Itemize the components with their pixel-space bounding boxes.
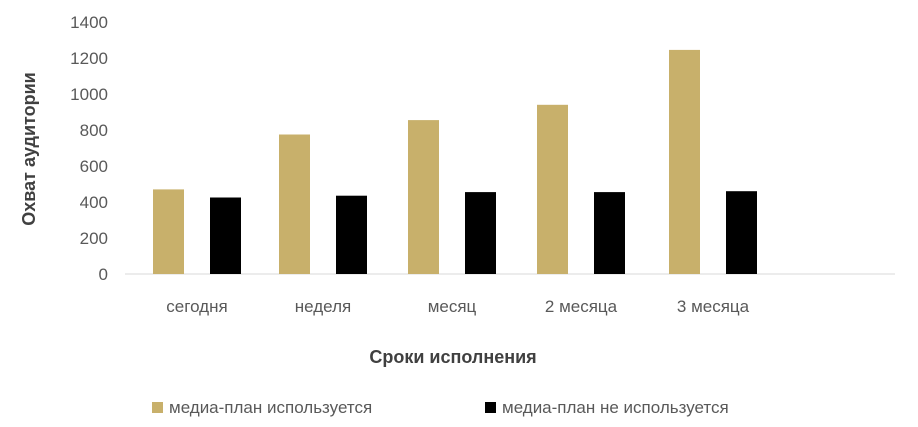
legend-swatch <box>485 402 496 413</box>
bar-used-0 <box>153 189 184 274</box>
bar-used-1 <box>279 134 310 274</box>
bar-not-used-1 <box>336 195 367 274</box>
y-tick-label: 400 <box>80 193 108 212</box>
x-axis-ticks: сегодня неделя месяц 2 месяца 3 месяца <box>166 297 749 316</box>
y-axis-ticks: 0 200 400 600 800 1000 1200 1400 <box>70 13 108 284</box>
bar-used-3 <box>537 104 568 274</box>
y-tick-label: 200 <box>80 229 108 248</box>
y-tick-label: 600 <box>80 157 108 176</box>
legend: медиа-план используется медиа-план не исп… <box>152 398 729 417</box>
x-tick-label: сегодня <box>166 297 227 316</box>
y-axis-title: Охват аудитории <box>19 72 39 225</box>
legend-label: медиа-план не используется <box>502 398 729 417</box>
x-axis-title: Сроки исполнения <box>369 347 536 367</box>
bar-used-4 <box>669 49 700 275</box>
bar-not-used-3 <box>594 192 625 274</box>
bars <box>153 49 757 275</box>
bar-not-used-2 <box>465 192 496 274</box>
y-tick-label: 1400 <box>70 13 108 32</box>
bar-not-used-0 <box>210 197 241 274</box>
bar-used-2 <box>408 120 439 274</box>
y-tick-label: 1200 <box>70 49 108 68</box>
x-tick-label: 2 месяца <box>545 297 618 316</box>
y-tick-label: 0 <box>99 265 108 284</box>
x-tick-label: неделя <box>295 297 351 316</box>
bar-not-used-4 <box>726 191 757 274</box>
y-tick-label: 800 <box>80 121 108 140</box>
x-tick-label: 3 месяца <box>677 297 750 316</box>
legend-swatch <box>152 402 163 413</box>
x-tick-label: месяц <box>428 297 477 316</box>
y-tick-label: 1000 <box>70 85 108 104</box>
legend-label: медиа-план используется <box>169 398 372 417</box>
